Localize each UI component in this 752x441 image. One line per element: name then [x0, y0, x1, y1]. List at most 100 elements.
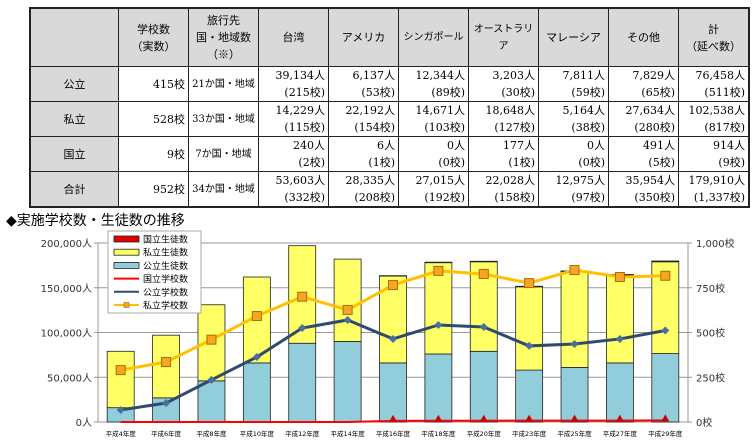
student-count: 76,458人	[695, 69, 746, 82]
table-cell: 53,603人 (332校)	[258, 171, 329, 208]
legend-label: 私立生徒数	[143, 247, 188, 259]
legend-label: 公立生徒数	[143, 260, 188, 272]
table-cell: 6,137人 (53校)	[328, 66, 399, 102]
legend-marker	[123, 302, 130, 308]
country-count: 7か国・地域	[188, 136, 259, 172]
marker-公立学校数	[570, 339, 579, 348]
table-row: 国立 9校 7か国・地域 240人 (2校) 6人 (1校) 0人 (0校) 177人 (1校) 0人…	[29, 136, 750, 172]
x-tick-label: 平成29年度	[648, 429, 683, 438]
student-count: 53,603人	[275, 174, 326, 187]
x-tick-label: 平成23年度	[512, 429, 547, 438]
table-cell: 0人 (0校)	[538, 136, 609, 172]
legend-box	[107, 230, 202, 314]
bar-私立生徒数	[515, 286, 544, 371]
marker-私立学校数	[206, 334, 217, 345]
x-tick-label: 平成12年度	[285, 429, 320, 438]
table-header-row: 学校数 （実数） 旅行先 国・地域数 （※） 台湾 アメリカ シンガポール オーストラ…	[29, 7, 750, 67]
x-tick-label: 平成25年度	[557, 429, 592, 438]
student-count: 35,954人	[625, 174, 676, 187]
table-cell: 14,671人 (103校)	[398, 101, 469, 137]
header-singapore: シンガポール	[398, 7, 469, 67]
marker-私立学校数	[251, 311, 262, 322]
student-count: 7,811人	[562, 69, 606, 82]
table-cell: 0人 (0校)	[398, 136, 469, 172]
marker-公立学校数	[615, 334, 624, 343]
cell-school-count: (89校)	[431, 86, 465, 99]
marker-国立学校数	[661, 414, 670, 422]
table-cell: 5,164人 (38校)	[538, 101, 609, 137]
left-tick-label: 150,000人	[41, 283, 92, 295]
table-cell: 102,538人 (817校)	[678, 101, 750, 137]
left-tick-label: 0人	[76, 417, 92, 429]
country-count: 33か国・地域	[188, 101, 259, 137]
table-cell: 27,634人 (280校)	[608, 101, 679, 137]
table-cell: 76,458人 (511校)	[678, 66, 750, 102]
marker-私立学校数	[433, 265, 444, 276]
bar-私立生徒数	[333, 258, 362, 342]
right-tick-label: 0校	[696, 416, 712, 429]
right-tick-label: 250校	[696, 371, 725, 384]
student-count: 14,229人	[275, 104, 326, 117]
table-cell: 12,975人 (97校)	[538, 171, 609, 208]
left-tick-label: 50,000人	[47, 372, 92, 384]
bar-公立生徒数	[606, 362, 634, 423]
header-text: 国・地域数	[196, 31, 251, 44]
cell-school-count: (817校)	[704, 121, 745, 134]
marker-公立学校数	[434, 320, 443, 329]
cell-school-count: (192校)	[424, 191, 465, 204]
school-count: 952校	[118, 171, 189, 208]
marker-私立学校数	[660, 270, 671, 281]
marker-公立学校数	[162, 399, 171, 408]
left-tick-label: 100,000人	[41, 328, 92, 340]
table-cell: 22,028人 (158校)	[468, 171, 539, 208]
bar-私立生徒数	[106, 350, 135, 409]
cell-school-count: (0校)	[578, 156, 605, 169]
table-row: 合計 952校 34か国・地域 53,603人 (332校) 28,335人 (208校) 2…	[29, 171, 750, 208]
marker-国立学校数	[479, 414, 488, 422]
table-cell: 240人 (2校)	[258, 136, 329, 172]
bar-公立生徒数	[288, 342, 317, 423]
marker-私立学校数	[524, 278, 535, 289]
bar-国立生徒数	[424, 261, 453, 264]
cell-school-count: (208校)	[354, 191, 395, 204]
table-cell: 7,811人 (59校)	[538, 66, 609, 102]
school-count: 9校	[118, 136, 189, 172]
header-australia: オーストラリア	[468, 7, 539, 67]
x-tick-label: 平成8年度	[196, 429, 227, 438]
right-tick-label: 750校	[696, 282, 725, 295]
cell-school-count: (154校)	[354, 121, 395, 134]
cell-school-count: (158校)	[494, 191, 535, 204]
student-count: 491人	[643, 139, 675, 152]
table-cell: 27,015人 (192校)	[398, 171, 469, 208]
x-tick-label: 平成18年度	[421, 429, 456, 438]
legend-swatch	[113, 235, 140, 243]
student-count: 28,335人	[345, 174, 396, 187]
marker-私立学校数	[614, 272, 625, 283]
marker-私立学校数	[161, 357, 172, 368]
cell-school-count: (9校)	[718, 156, 745, 169]
bar-国立生徒数	[469, 260, 498, 263]
marker-国立学校数	[570, 414, 579, 422]
table-cell: 3,203人 (30校)	[468, 66, 539, 102]
school-count: 415校	[118, 66, 189, 102]
table-cell: 7,829人 (65校)	[608, 66, 679, 102]
header-text: 旅行先	[207, 14, 240, 27]
header-usa: アメリカ	[328, 7, 399, 67]
chart-title: ◆実施学校数・生徒数の推移	[6, 213, 185, 229]
header-countries: 旅行先 国・地域数 （※）	[188, 7, 259, 67]
student-count: 3,203人	[492, 69, 536, 82]
marker-私立学校数	[342, 304, 353, 315]
bar-公立生徒数	[424, 353, 453, 423]
marker-国立学校数	[434, 414, 443, 422]
cell-school-count: (511校)	[704, 86, 745, 99]
bar-公立生徒数	[242, 362, 271, 423]
bar-公立生徒数	[197, 380, 226, 423]
marker-私立学校数	[478, 268, 489, 279]
marker-公立学校数	[207, 375, 216, 384]
student-count: 102,538人	[688, 104, 746, 117]
cell-school-count: (350校)	[634, 191, 675, 204]
header-text: （実数）	[131, 39, 176, 53]
bar-公立生徒数	[379, 362, 407, 423]
marker-私立学校数	[115, 365, 126, 376]
table-cell: 12,344人 (89校)	[398, 66, 469, 102]
